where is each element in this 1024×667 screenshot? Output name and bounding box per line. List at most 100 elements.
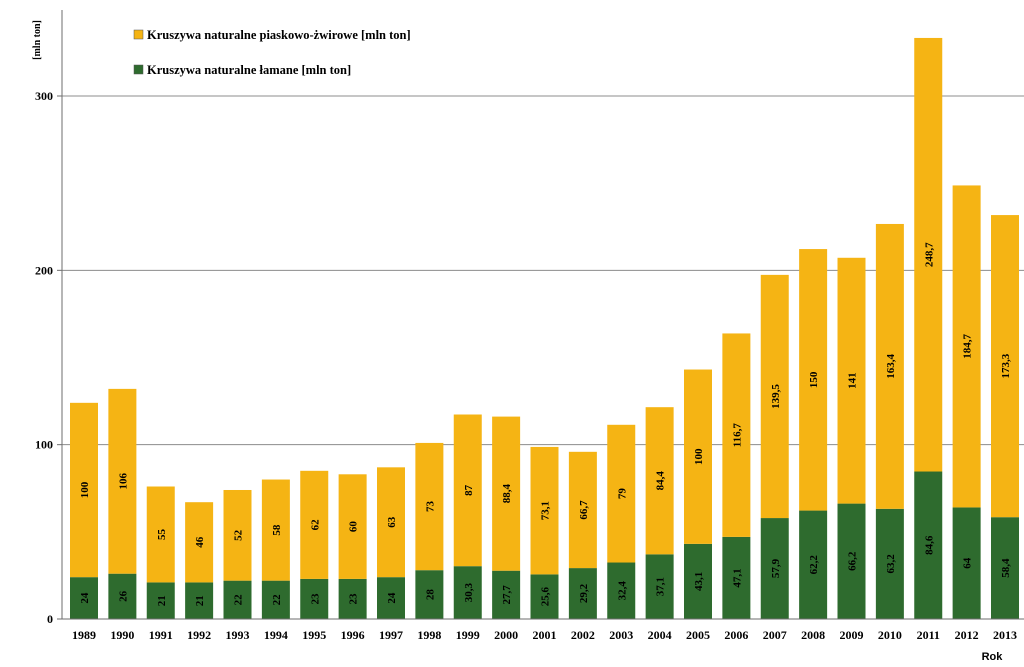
x-tick-label-2009: 2009 xyxy=(840,628,864,642)
bar-segment-2012-piaskowo-zwirowe xyxy=(952,185,981,508)
x-tick-label-1989: 1989 xyxy=(72,628,96,642)
bar-label-1997-piaskowo-zwirowe: 63 xyxy=(386,516,398,528)
axes: 0 100 200 300 [mln ton] Rok 1989 1990 1991 1992 19… xyxy=(32,10,1024,663)
bar-segment-1989-lamane xyxy=(70,577,98,619)
x-tick-label-2000: 2000 xyxy=(494,628,518,642)
bar-segment-2002-lamane xyxy=(568,568,597,619)
bar-segment-2006-piaskowo-zwirowe xyxy=(722,333,751,537)
y-tick-label: 0 xyxy=(47,612,53,626)
bar-label-2013-lamane: 58,4 xyxy=(1000,558,1012,578)
bar-segment-1992-lamane xyxy=(185,582,214,619)
bar-label-2004-piaskowo-zwirowe: 84,4 xyxy=(655,471,667,491)
bar-label-2008-lamane: 62,2 xyxy=(808,555,820,575)
bar-segment-2009-piaskowo-zwirowe xyxy=(837,257,866,504)
bar-segment-2007-lamane xyxy=(760,518,789,619)
bar-label-2011-piaskowo-zwirowe: 248,7 xyxy=(923,242,935,267)
bar-segment-1993-piaskowo-zwirowe xyxy=(223,489,252,581)
bar-segment-2002-piaskowo-zwirowe xyxy=(568,451,597,569)
bar-segment-1996-lamane xyxy=(338,578,367,619)
bar-segment-2006-lamane xyxy=(722,536,751,619)
bar-segment-1990-lamane xyxy=(108,573,137,619)
bar-segment-2005-piaskowo-zwirowe xyxy=(684,369,712,544)
bar-label-2000-piaskowo-zwirowe: 88,4 xyxy=(501,484,513,504)
bar-label-2002-piaskowo-zwirowe: 66,7 xyxy=(578,500,590,520)
bar-segment-1998-lamane xyxy=(415,570,444,619)
bar-segment-2012-lamane xyxy=(952,507,981,619)
bar-label-2010-lamane: 63,2 xyxy=(885,554,897,574)
x-tick-label-1991: 1991 xyxy=(149,628,173,642)
bar-segment-2013-piaskowo-zwirowe xyxy=(991,215,1019,518)
bar-label-2013-piaskowo-zwirowe: 173,3 xyxy=(1000,353,1012,378)
bar-segment-1990-piaskowo-zwirowe xyxy=(108,388,137,574)
bar-segment-1995-lamane xyxy=(300,578,329,619)
x-tick-label-1994: 1994 xyxy=(264,628,288,642)
bars: 24 100 26 106 21 55 21 46 22 52 22 58 23 62 23 60 24 63 28… xyxy=(70,37,1019,619)
legend-swatch-1 xyxy=(133,64,144,75)
bar-label-2011-lamane: 84,6 xyxy=(923,535,935,555)
bar-segment-1995-piaskowo-zwirowe xyxy=(300,470,329,579)
x-tick-label-2006: 2006 xyxy=(724,628,748,642)
y-axis-title: [mln ton] xyxy=(32,20,43,60)
bar-segment-2000-lamane xyxy=(492,570,521,619)
bar-segment-1994-piaskowo-zwirowe xyxy=(261,479,290,581)
bar-label-1990-piaskowo-zwirowe: 106 xyxy=(117,473,129,490)
bar-segment-2001-piaskowo-zwirowe xyxy=(530,446,559,575)
legend: Kruszywa naturalne piaskowo-żwirowe [mln… xyxy=(133,28,411,77)
bar-segment-2008-lamane xyxy=(799,510,828,619)
bar-segment-2003-lamane xyxy=(607,562,636,619)
bar-label-2003-piaskowo-zwirowe: 79 xyxy=(616,488,628,500)
bar-label-2005-piaskowo-zwirowe: 100 xyxy=(693,448,705,465)
x-tick-label-2010: 2010 xyxy=(878,628,902,642)
bar-label-2001-lamane: 25,6 xyxy=(540,587,552,607)
bar-label-1992-lamane: 21 xyxy=(194,595,206,606)
x-tick-label-1990: 1990 xyxy=(110,628,134,642)
bar-label-2006-lamane: 47,1 xyxy=(731,568,743,587)
x-tick-label-1992: 1992 xyxy=(187,628,211,642)
bar-label-2012-lamane: 64 xyxy=(962,557,974,569)
bar-label-1996-piaskowo-zwirowe: 60 xyxy=(348,521,360,533)
bar-label-2007-lamane: 57,9 xyxy=(770,558,782,578)
bar-segment-2000-piaskowo-zwirowe xyxy=(492,416,521,571)
bar-label-2007-piaskowo-zwirowe: 139,5 xyxy=(770,384,782,409)
bar-label-2006-piaskowo-zwirowe: 116,7 xyxy=(731,423,743,448)
bar-segment-1994-lamane xyxy=(261,580,290,619)
bar-label-1998-lamane: 28 xyxy=(424,589,436,601)
bar-segment-1997-lamane xyxy=(377,577,405,619)
bar-segment-2009-lamane xyxy=(837,503,866,619)
legend-swatch-0 xyxy=(133,29,144,40)
bar-label-2002-lamane: 29,2 xyxy=(578,583,590,603)
bar-label-1997-lamane: 24 xyxy=(386,592,398,604)
bar-segment-2011-piaskowo-zwirowe xyxy=(914,37,943,472)
legend-label-0: Kruszywa naturalne piaskowo-żwirowe [mln… xyxy=(147,28,411,42)
x-tick-label-2008: 2008 xyxy=(801,628,825,642)
bar-label-1995-lamane: 23 xyxy=(309,593,321,605)
bar-segment-2004-lamane xyxy=(645,554,674,619)
x-tick-label-1997: 1997 xyxy=(379,628,403,642)
bar-label-2005-lamane: 43,1 xyxy=(693,572,705,591)
bar-label-1989-lamane: 24 xyxy=(79,592,91,604)
bar-segment-2001-lamane xyxy=(530,574,559,619)
bar-segment-2004-piaskowo-zwirowe xyxy=(645,407,674,555)
bar-segment-1996-piaskowo-zwirowe xyxy=(338,474,367,579)
x-tick-label-1998: 1998 xyxy=(417,628,441,642)
bar-segment-1999-lamane xyxy=(453,566,482,619)
bar-label-1993-lamane: 22 xyxy=(233,594,245,606)
bar-label-1991-lamane: 21 xyxy=(156,595,168,606)
bar-segment-2013-lamane xyxy=(991,517,1019,619)
bar-label-2003-lamane: 32,4 xyxy=(616,581,628,601)
bar-segment-1998-piaskowo-zwirowe xyxy=(415,442,444,571)
bar-segment-2007-piaskowo-zwirowe xyxy=(760,274,789,519)
x-tick-label-2001: 2001 xyxy=(533,628,557,642)
x-tick-label-1993: 1993 xyxy=(226,628,250,642)
bar-segment-2008-piaskowo-zwirowe xyxy=(799,249,828,511)
y-tick-label: 200 xyxy=(35,263,53,277)
bar-label-1996-lamane: 23 xyxy=(348,593,360,605)
bar-label-1999-piaskowo-zwirowe: 87 xyxy=(463,484,475,496)
x-tick-label-2011: 2011 xyxy=(917,628,940,642)
x-tick-label-2002: 2002 xyxy=(571,628,595,642)
bar-label-1999-lamane: 30,3 xyxy=(463,582,475,602)
bar-segment-2003-piaskowo-zwirowe xyxy=(607,424,636,563)
bar-label-1991-piaskowo-zwirowe: 55 xyxy=(156,528,168,540)
bar-segment-2011-lamane xyxy=(914,471,943,619)
legend-label-1: Kruszywa naturalne łamane [mln ton] xyxy=(147,63,351,77)
